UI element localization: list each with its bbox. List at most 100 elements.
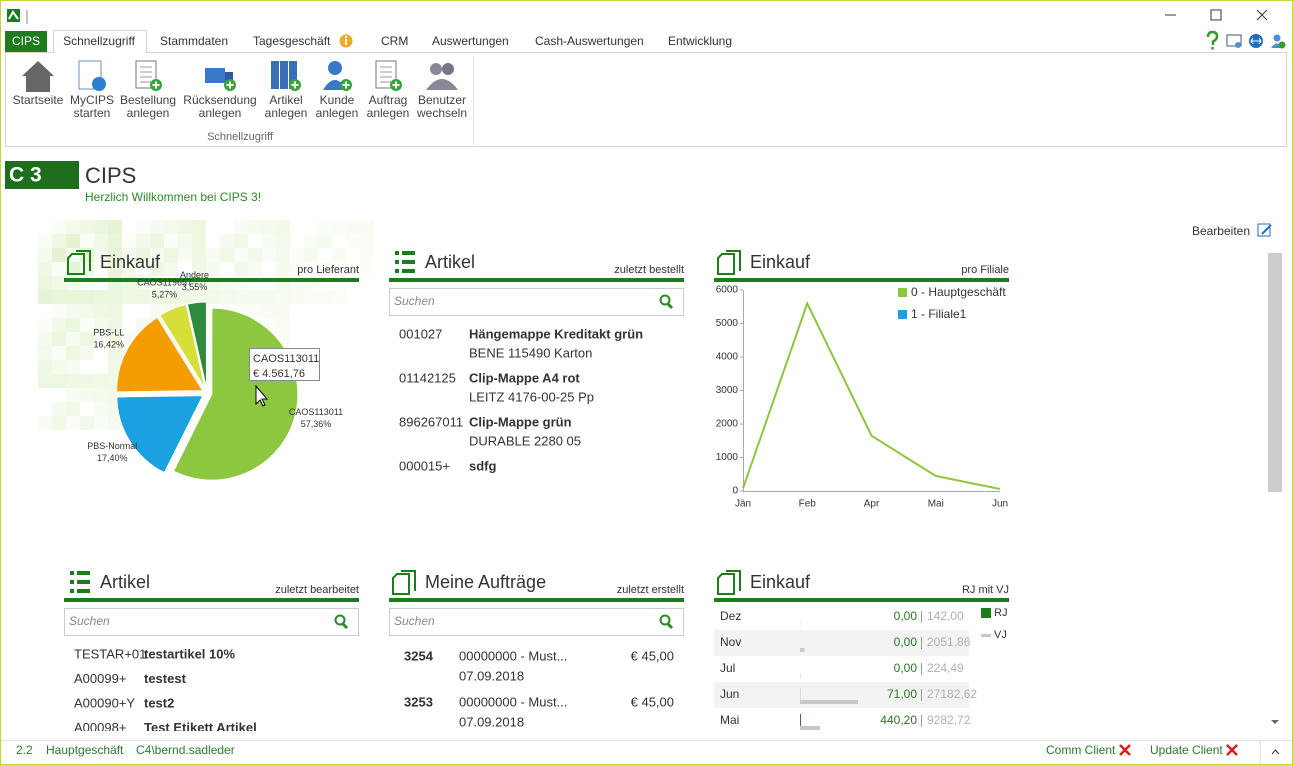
pattern-cell xyxy=(234,234,248,248)
tab[interactable]: CIPS xyxy=(12,34,40,48)
ribbon-button-label[interactable]: MyCIPS xyxy=(70,93,114,107)
edit-button[interactable]: Bearbeiten xyxy=(1192,224,1250,238)
pattern-cell xyxy=(94,374,108,388)
pattern-cell xyxy=(276,220,290,234)
top-right-icons[interactable] xyxy=(1206,30,1286,50)
maximize-button[interactable] xyxy=(1210,9,1222,21)
list-icon xyxy=(70,589,74,593)
item-code[interactable]: A00098+ xyxy=(74,720,126,735)
pattern-cell xyxy=(80,332,94,346)
ribbon-button-label[interactable]: anlegen xyxy=(199,106,242,120)
search-placeholder: Suchen xyxy=(394,614,435,628)
pattern-cell xyxy=(220,234,234,248)
scrollbar-thumb[interactable] xyxy=(1268,253,1282,492)
tab[interactable]: Entwicklung xyxy=(668,34,732,48)
pattern-cell xyxy=(136,220,150,234)
tab[interactable]: Auswertungen xyxy=(432,34,509,48)
pattern-cell xyxy=(108,234,122,248)
value-label: 142,00 xyxy=(927,609,964,623)
doc-icon xyxy=(392,570,416,595)
ribbon-button-label[interactable]: Auftrag xyxy=(369,93,408,107)
tab[interactable]: Cash-Auswertungen xyxy=(535,34,644,48)
status-expand[interactable] xyxy=(1271,749,1280,755)
item-name[interactable]: testartikel 10% xyxy=(144,646,235,661)
tab[interactable]: Stammdaten xyxy=(160,34,228,48)
search-box[interactable] xyxy=(389,288,684,316)
widget-title: Einkauf xyxy=(100,252,161,272)
item-name[interactable]: Test Etikett Artikel xyxy=(144,720,257,735)
pattern-cell xyxy=(66,388,80,402)
order-number[interactable]: 3254 xyxy=(404,648,434,663)
pie-value-label: 16,42% xyxy=(93,340,124,350)
page-subtitle: Herzlich Willkommen bei CIPS 3! xyxy=(85,190,261,204)
ribbon-button-label[interactable]: starten xyxy=(74,106,111,120)
search-box[interactable] xyxy=(64,608,359,636)
status-comm[interactable]: Comm Client xyxy=(1046,743,1116,757)
ribbon-button-label[interactable]: anlegen xyxy=(316,106,359,120)
y-tick-label: 3000 xyxy=(716,385,739,396)
item-code[interactable]: 896267011 xyxy=(399,414,463,429)
item-name[interactable]: sdfg xyxy=(469,458,497,473)
item-name[interactable]: testest xyxy=(144,671,187,686)
pattern-cell xyxy=(234,262,248,276)
pattern-cell xyxy=(276,304,290,318)
pattern-cell xyxy=(52,402,66,416)
order-number[interactable]: 3253 xyxy=(404,694,433,709)
tab[interactable]: Tagesgeschäft xyxy=(253,34,331,48)
row-label: Jul xyxy=(720,661,735,675)
ribbon-button-label[interactable]: Rücksendung xyxy=(183,93,256,107)
status-user[interactable]: C4\bernd.sadleder xyxy=(136,743,235,757)
ribbon-button-label[interactable]: Artikel xyxy=(269,93,302,107)
item-code[interactable]: 01142125 xyxy=(399,370,456,385)
item-name[interactable]: Clip-Mappe A4 rot xyxy=(469,370,580,385)
pattern-cell xyxy=(192,220,206,234)
pattern-cell xyxy=(80,318,94,332)
item-name[interactable]: Hängemappe Kreditakt grün xyxy=(469,326,643,341)
status-branch[interactable]: Hauptgeschäft xyxy=(46,743,124,757)
item-name[interactable]: Clip-Mappe grün xyxy=(469,414,572,429)
update-error-icon xyxy=(1226,744,1238,756)
close-button[interactable] xyxy=(1256,9,1268,21)
ribbon-button-label[interactable]: Benutzer xyxy=(418,93,466,107)
value-label: 27182,62 xyxy=(927,687,977,701)
widget-subtitle: zuletzt erstellt xyxy=(617,584,684,596)
widget-subtitle: zuletzt bearbeitet xyxy=(275,584,359,596)
pattern-cell xyxy=(192,248,206,262)
item-code[interactable]: 001027 xyxy=(399,326,442,341)
item-code[interactable]: A00099+ xyxy=(74,671,126,686)
item-code[interactable]: A00090+Y xyxy=(74,695,135,710)
cips-tab-bg[interactable] xyxy=(5,31,47,52)
ribbon-button-label[interactable]: Bestellung xyxy=(120,93,176,107)
x-tick-label: Jun xyxy=(992,499,1008,510)
tab[interactable]: Schnellzugriff xyxy=(63,34,135,48)
edit-icon[interactable] xyxy=(1257,223,1272,237)
item-name[interactable]: test2 xyxy=(144,695,174,710)
ribbon-button-label[interactable]: Startseite xyxy=(13,93,64,107)
ribbon-button-label[interactable]: wechseln xyxy=(416,106,467,120)
order-amount: € 45,00 xyxy=(631,694,674,709)
pie-label: PBS-LL xyxy=(93,328,124,338)
pattern-cell xyxy=(66,304,80,318)
scroll-down[interactable] xyxy=(1271,720,1279,724)
item-code[interactable]: 000015+ xyxy=(399,458,450,473)
ribbon-button-label[interactable]: anlegen xyxy=(367,106,410,120)
info-icon xyxy=(339,34,353,48)
order-description: 00000000 - Must... xyxy=(459,648,567,663)
active-tab[interactable] xyxy=(53,30,147,54)
pattern-cell xyxy=(122,234,136,248)
pattern-cell xyxy=(248,262,262,276)
search-box[interactable] xyxy=(389,608,684,636)
pattern-cell xyxy=(136,234,150,248)
pattern-cell xyxy=(38,416,52,430)
status-update[interactable]: Update Client xyxy=(1150,743,1223,757)
ribbon-button-label[interactable]: anlegen xyxy=(265,106,308,120)
tab[interactable]: CRM xyxy=(381,34,408,48)
doc xyxy=(135,60,157,89)
ribbon-button-label[interactable]: anlegen xyxy=(127,106,170,120)
ribbon-button-label[interactable]: Kunde xyxy=(320,93,355,107)
pattern-cell xyxy=(52,234,66,248)
item-code[interactable]: TESTAR+01 xyxy=(74,646,146,661)
pattern-cell xyxy=(234,290,248,304)
logo-box xyxy=(5,161,79,189)
pattern-cell xyxy=(346,220,360,234)
